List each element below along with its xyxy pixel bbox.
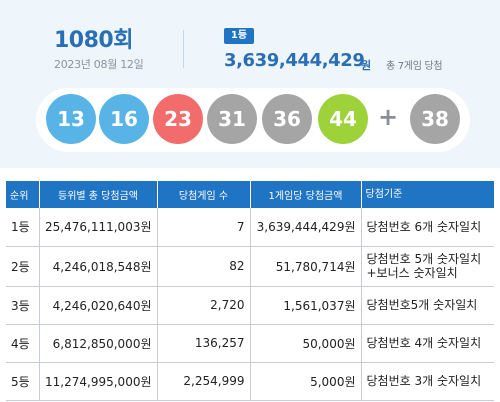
winning-ball: 23 bbox=[153, 94, 203, 144]
cell-rank: 3등 bbox=[6, 286, 40, 325]
cell-prize-per-game: 50,000원 bbox=[250, 324, 362, 363]
cell-total-prize: 11,274,995,000원 bbox=[39, 362, 158, 401]
cell-rank: 1등 bbox=[6, 208, 40, 247]
cell-winning-games: 7 bbox=[157, 208, 251, 247]
plus-icon: + bbox=[377, 103, 399, 131]
divider bbox=[183, 30, 184, 68]
table-row: 5등 11,274,995,000원 2,254,999 5,000원 당첨번호… bbox=[6, 362, 494, 401]
cell-total-prize: 4,246,018,548원 bbox=[39, 246, 158, 287]
table-row: 4등 6,812,850,000원 136,257 50,000원 당첨번호 4… bbox=[6, 324, 494, 363]
table-row: 3등 4,246,020,640원 2,720 1,561,037원 당첨번호5… bbox=[6, 286, 494, 325]
first-winner-count: 총 7게임 당첨 bbox=[386, 61, 443, 72]
cell-criteria: 당첨번호 5개 숫자일치 +보너스 숫자일치 bbox=[361, 246, 494, 287]
table-header-row: 순위 등위별 총 당첨금액 당첨게임 수 1게임당 당첨금액 당첨기준 bbox=[6, 181, 494, 208]
draw-summary-panel: 1080회 2023년 08월 12일 1등 3,639,444,429 원 총… bbox=[0, 0, 500, 168]
cell-winning-games: 136,257 bbox=[157, 324, 251, 363]
cell-prize-per-game: 51,780,714원 bbox=[250, 246, 362, 287]
cell-total-prize: 25,476,111,003원 bbox=[39, 208, 158, 247]
cell-winning-games: 2,720 bbox=[157, 286, 251, 325]
cell-total-prize: 4,246,020,640원 bbox=[39, 286, 158, 325]
bonus-ball: 38 bbox=[410, 94, 460, 144]
winning-numbers-tray: 13 16 23 31 36 44 + 38 bbox=[36, 88, 470, 152]
cell-prize-per-game: 5,000원 bbox=[250, 362, 362, 401]
header-winning-games: 당첨게임 수 bbox=[157, 181, 251, 208]
winning-ball: 36 bbox=[262, 94, 312, 144]
round-title: 1080회 bbox=[54, 28, 133, 53]
cell-winning-games: 2,254,999 bbox=[157, 362, 251, 401]
cell-prize-per-game: 3,639,444,429원 bbox=[250, 208, 362, 247]
cell-criteria: 당첨번호 3개 숫자일치 bbox=[361, 362, 494, 401]
cell-criteria: 당첨번호 6개 숫자일치 bbox=[361, 208, 494, 247]
winning-ball: 31 bbox=[207, 94, 257, 144]
criteria-line: 당첨번호 4개 숫자일치 bbox=[366, 336, 482, 350]
table-row: 2등 4,246,018,548원 82 51,780,714원 당첨번호 5개… bbox=[6, 246, 494, 287]
table-row: 1등 25,476,111,003원 7 3,639,444,429원 당첨번호… bbox=[6, 208, 494, 247]
winning-ball: 13 bbox=[46, 94, 96, 144]
cell-criteria: 당첨번호 4개 숫자일치 bbox=[361, 324, 494, 363]
header-criteria: 당첨기준 bbox=[365, 188, 403, 200]
winning-ball: 16 bbox=[99, 94, 149, 144]
criteria-line: 당첨번호 5개 숫자일치 bbox=[366, 252, 482, 266]
cell-rank: 4등 bbox=[6, 324, 40, 363]
cell-rank: 2등 bbox=[6, 246, 40, 287]
winning-ball: 44 bbox=[318, 94, 368, 144]
cell-prize-per-game: 1,561,037원 bbox=[250, 286, 362, 325]
criteria-line: 당첨번호 3개 숫자일치 bbox=[366, 374, 482, 388]
criteria-line: 당첨번호 6개 숫자일치 bbox=[366, 219, 482, 234]
cell-rank: 5등 bbox=[6, 362, 40, 401]
header-total-prize: 등위별 총 당첨금액 bbox=[39, 181, 158, 208]
first-prize-unit: 원 bbox=[361, 59, 372, 72]
header-rank: 순위 bbox=[6, 181, 40, 208]
cell-criteria: 당첨번호5개 숫자일치 bbox=[361, 286, 494, 325]
cell-total-prize: 6,812,850,000원 bbox=[39, 324, 158, 363]
criteria-line: +보너스 숫자일치 bbox=[366, 266, 458, 280]
first-prize-amount: 3,639,444,429 bbox=[224, 50, 365, 71]
criteria-line: 당첨번호5개 숫자일치 bbox=[366, 298, 478, 312]
first-rank-badge: 1등 bbox=[224, 28, 254, 44]
header-prize-per-game: 1게임당 당첨금액 bbox=[250, 181, 362, 208]
draw-date: 2023년 08월 12일 bbox=[54, 58, 144, 71]
prize-table: 순위 등위별 총 당첨금액 당첨게임 수 1게임당 당첨금액 당첨기준 1등 2… bbox=[6, 181, 494, 401]
cell-winning-games: 82 bbox=[157, 246, 251, 287]
